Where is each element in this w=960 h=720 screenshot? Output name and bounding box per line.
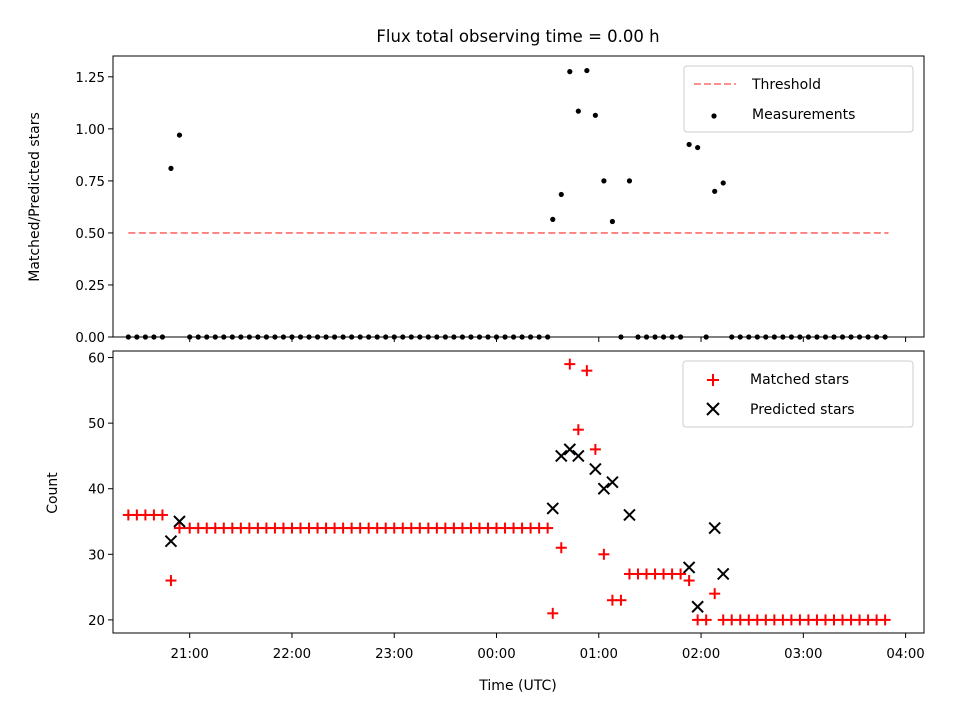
predicted-star-point [164, 534, 178, 548]
x-tick-label: 02:00 [682, 647, 720, 662]
predicted-star-point [555, 449, 568, 463]
legend-predicted-label: Predicted stars [750, 402, 855, 418]
measurement-point [592, 112, 598, 118]
predicted-star-point [623, 508, 636, 522]
bottom-y-tick-label: 30 [88, 548, 105, 563]
top-y-tick-label: 0.00 [75, 331, 105, 346]
bottom-y-tick-label: 50 [88, 417, 105, 432]
legend-measurements-label: Measurements [752, 107, 855, 123]
x-tick-label: 00:00 [477, 647, 515, 662]
matched-star-point [547, 607, 559, 619]
predicted-stars-points [164, 443, 730, 613]
predicted-star-point [572, 449, 585, 463]
bottom-panel: Count Time (UTC) 20 30 40 50 60 21:00 22:00 23… [45, 350, 925, 694]
legend-matched-label: Matched stars [750, 372, 849, 388]
bottom-y-tick-label: 20 [88, 614, 105, 629]
matched-star-point [675, 568, 687, 580]
measurement-point [695, 144, 701, 151]
legend-matched-swatch [707, 374, 719, 386]
top-y-tick-label: 0.50 [75, 227, 105, 242]
matched-star-point [555, 542, 567, 554]
matched-star-point [589, 443, 601, 455]
x-tick-label: 21:00 [171, 647, 209, 662]
predicted-star-point [682, 561, 696, 574]
legend-predicted-swatch [706, 402, 720, 416]
measurement-point [558, 191, 564, 198]
matched-star-point [572, 424, 584, 436]
bottom-y-tick-label: 40 [88, 483, 105, 498]
legend-measurements-swatch [711, 113, 717, 119]
predicted-star-point [563, 443, 577, 456]
legend-threshold-label: Threshold [751, 77, 821, 93]
matched-star-point [683, 575, 695, 587]
predicted-star-point [606, 475, 619, 489]
top-y-tick-label: 1.25 [75, 71, 105, 86]
predicted-star-point [717, 567, 730, 581]
bottom-y-ticks: 20 30 40 50 60 [88, 352, 113, 629]
x-tick-label: 03:00 [784, 647, 822, 662]
measurement-point [626, 178, 633, 184]
predicted-star-point [708, 521, 721, 535]
matched-star-point [173, 522, 185, 534]
measurement-point [601, 178, 607, 184]
bottom-axes-frame [112, 350, 925, 634]
predicted-star-point [691, 600, 704, 613]
matched-star-point [700, 614, 712, 626]
top-axes-frame [112, 55, 925, 338]
measurement-point [567, 69, 573, 75]
measurement-point [686, 141, 692, 148]
measurement-point [168, 165, 174, 171]
bottom-legend: Matched stars Predicted stars [682, 360, 914, 428]
matched-star-point [542, 522, 554, 534]
matched-star-point [879, 614, 891, 626]
top-legend-box [683, 65, 914, 133]
measurement-point [609, 218, 616, 225]
chart-title: Flux total observing time = 0.00 h [376, 27, 659, 46]
bottom-y-tick-label: 60 [88, 352, 105, 367]
measurement-point [712, 188, 718, 194]
bottom-legend-box [682, 360, 914, 428]
x-tick-label: 04:00 [886, 647, 924, 662]
matched-star-point [615, 594, 627, 606]
top-panel: Flux total observing time = 0.00 h Match… [27, 27, 925, 346]
measurement-point [584, 67, 590, 74]
x-tick-label: 23:00 [375, 647, 413, 662]
measurement-point [575, 108, 581, 114]
top-y-tick-label: 0.75 [75, 175, 105, 190]
matched-star-point [581, 365, 593, 377]
top-y-axis-label: Matched/Predicted stars [27, 112, 43, 282]
matched-star-point [709, 588, 721, 600]
predicted-star-point [589, 462, 602, 476]
top-y-ticks: 0.00 0.25 0.50 0.75 1.00 1.25 [75, 71, 113, 346]
measurement-point [720, 180, 726, 186]
x-tick-label: 22:00 [273, 647, 311, 662]
predicted-star-point [597, 482, 611, 495]
x-tick-label: 01:00 [580, 647, 618, 662]
predicted-star-point [173, 515, 186, 528]
matched-stars-points [122, 358, 891, 626]
predicted-star-point [546, 502, 559, 515]
matched-star-point [598, 548, 610, 560]
matched-star-point [165, 575, 177, 587]
matched-star-point [156, 509, 168, 521]
x-axis-label: Time (UTC) [478, 678, 556, 694]
matched-star-point [564, 358, 576, 370]
measurement-point [176, 132, 183, 138]
measurement-point [550, 216, 556, 222]
top-y-tick-label: 0.25 [75, 279, 105, 294]
top-legend: Threshold Measurements [683, 65, 914, 133]
bottom-y-axis-label: Count [45, 472, 61, 514]
bottom-x-ticks: 21:00 22:00 23:00 00:00 01:00 02:00 03:00 04:00 [171, 633, 925, 662]
top-y-tick-label: 1.00 [75, 123, 105, 138]
